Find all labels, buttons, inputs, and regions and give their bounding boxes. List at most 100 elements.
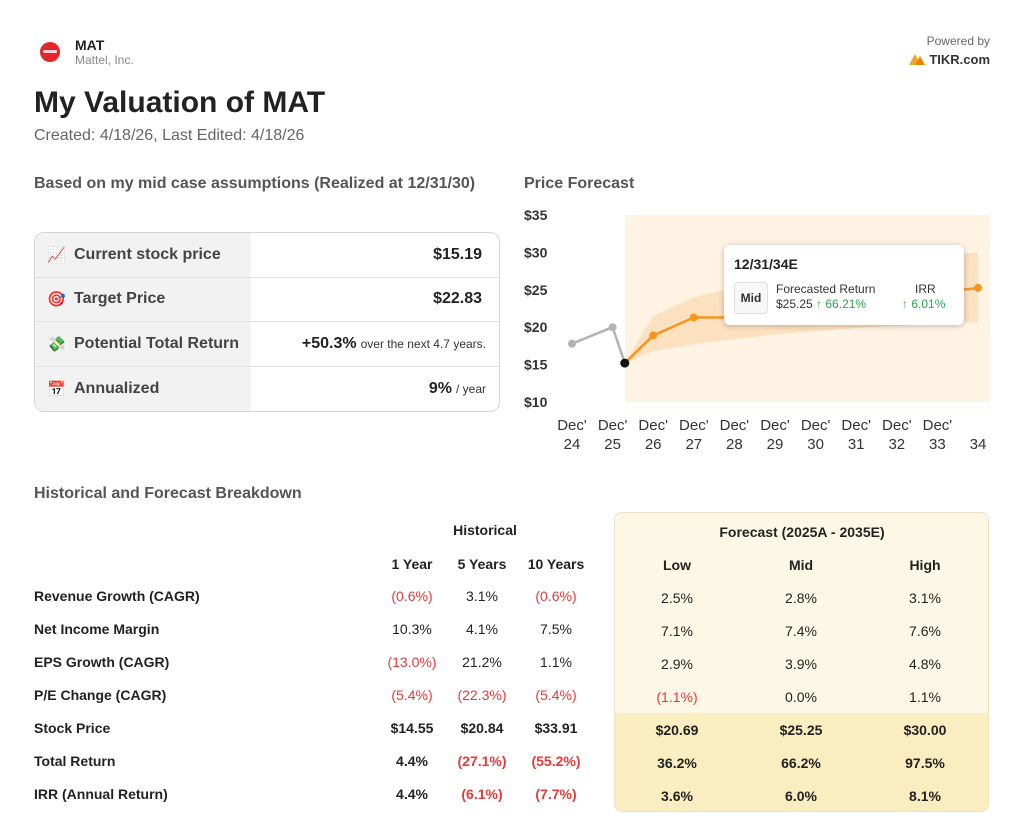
summary-row-label: 📈 Current stock price	[35, 233, 251, 277]
summary-table: 📈 Current stock price $15.19 🎯 Target Price $…	[34, 232, 500, 412]
x-tick-label-year: 34	[970, 436, 987, 453]
mattel-logo-icon	[40, 42, 60, 62]
summary-row: 📈 Current stock price $15.19	[35, 233, 499, 278]
summary-row-label: 🎯 Target Price	[35, 277, 251, 321]
forecast-cell: 2.8%	[785, 590, 817, 606]
breakdown-row-label: Revenue Growth (CAGR)	[34, 588, 200, 604]
x-tick-label-year: 33	[929, 436, 946, 453]
y-tick-label: $25	[524, 282, 548, 298]
tooltip-forecast-value: $25.25 ↑ 66.21%	[776, 297, 866, 311]
historical-cell: (7.7%)	[535, 786, 577, 802]
forecast-cell: $20.69	[655, 722, 699, 738]
forecast-cell: 2.9%	[661, 656, 693, 672]
chart-up-icon: 📈	[47, 246, 66, 264]
summary-label-text: Annualized	[74, 379, 160, 397]
hist-col-header: 10 Years	[527, 556, 585, 572]
summary-value-text: +50.3%	[301, 334, 357, 352]
historical-cell: (22.3%)	[457, 687, 507, 703]
price-forecast-chart[interactable]: $35 $30 $25 $20 $15 $10 Dec' 24 Dec' 25 Dec' 26 Dec'…	[520, 200, 990, 460]
forecast-cell: 8.1%	[909, 788, 941, 804]
historical-cell: $14.55	[390, 720, 434, 736]
historical-cell: (5.4%)	[535, 687, 577, 703]
summary-label-text: Potential Total Return	[74, 334, 240, 352]
forecast-cell: 66.2%	[781, 755, 821, 771]
tikr-brand-link[interactable]: TIKR.com	[909, 52, 990, 67]
summary-heading: Based on my mid case assumptions (Realiz…	[34, 175, 476, 192]
calendar-icon: 📅	[47, 380, 66, 398]
forecast-header: Forecast (2025A - 2035E)	[719, 524, 885, 540]
forecast-cell: (1.1%)	[656, 689, 698, 705]
forecast-cell: 1.1%	[909, 689, 941, 705]
historical-cell: (13.0%)	[387, 654, 437, 670]
x-tick-label-month: Dec'	[598, 417, 628, 434]
breakdown-row-label: IRR (Annual Return)	[34, 786, 168, 802]
summary-row-value: 9% / year	[251, 367, 499, 412]
price-forecast-heading: Price Forecast	[524, 175, 635, 192]
historical-cell: 4.4%	[396, 753, 428, 769]
y-tick-label: $15	[524, 357, 548, 373]
historical-header: Historical	[453, 522, 517, 538]
x-tick-label-year: 32	[888, 436, 905, 453]
historical-cell: 7.5%	[540, 621, 572, 637]
historical-cell: $20.84	[460, 720, 504, 736]
tooltip-forecast-price: $25.25	[776, 297, 813, 311]
x-tick-label-month: Dec'	[638, 417, 668, 434]
header: MAT Mattel, Inc. Powered by TIKR.com	[34, 34, 990, 74]
forecast-cell: 7.4%	[785, 623, 817, 639]
historical-point	[608, 323, 617, 332]
historical-cell: (55.2%)	[531, 753, 581, 769]
summary-label-text: Target Price	[74, 290, 166, 308]
x-tick-label-year: 31	[848, 436, 865, 453]
chart-tooltip: 12/31/34E Mid Forecasted Return $25.25 ↑…	[724, 245, 964, 325]
forecast-cell: $30.00	[903, 722, 947, 738]
summary-row-label: 💸 Potential Total Return	[35, 322, 251, 366]
breakdown-row-label: P/E Change (CAGR)	[34, 687, 167, 703]
x-tick-label-year: 24	[564, 436, 581, 453]
summary-value-text: $15.19	[433, 245, 482, 263]
x-tick-label-month: Dec'	[720, 417, 750, 434]
forecast-cell: 4.8%	[909, 656, 941, 672]
tooltip-case-badge: Mid	[734, 282, 768, 314]
forecast-cell: 3.1%	[909, 590, 941, 606]
x-tick-label-year: 30	[807, 436, 824, 453]
summary-label-text: Current stock price	[74, 245, 221, 263]
historical-cell: (6.1%)	[461, 786, 503, 802]
historical-cell: (27.1%)	[457, 753, 507, 769]
summary-value-suffix: over the next 4.7 years.	[360, 336, 486, 351]
created-edited-dates: Created: 4/18/26, Last Edited: 4/18/26	[34, 127, 305, 144]
forecast-col-header: High	[909, 557, 941, 573]
historical-cell: $33.91	[534, 720, 578, 736]
ticker: MAT	[75, 37, 105, 53]
forecast-panel	[614, 512, 989, 812]
y-tick-label: $10	[524, 394, 548, 410]
forecast-mid-point	[649, 331, 658, 340]
forecast-cell: 7.6%	[909, 623, 941, 639]
hist-col-header: 1 Year	[391, 556, 433, 572]
x-tick-label-month: Dec'	[923, 417, 953, 434]
hist-col-header: 5 Years	[457, 556, 507, 572]
x-tick-label-month: Dec'	[841, 417, 871, 434]
tikr-brand-text: TIKR.com	[929, 52, 990, 67]
x-tick-label-month: Dec'	[679, 417, 709, 434]
x-tick-label-month: Dec'	[760, 417, 790, 434]
forecast-cell: 36.2%	[657, 755, 697, 771]
forecast-cell: 3.6%	[661, 788, 693, 804]
x-tick-label-year: 27	[685, 436, 702, 453]
forecast-cell: $25.25	[779, 722, 823, 738]
x-tick-label-year: 26	[645, 436, 662, 453]
x-tick-label-month: Dec'	[882, 417, 912, 434]
x-tick-label-month: Dec'	[801, 417, 831, 434]
historical-line	[571, 325, 626, 364]
forecast-highlight-rows	[615, 713, 988, 811]
summary-row: 📅 Annualized 9% / year	[35, 366, 499, 412]
x-tick-label-month: Dec'	[557, 417, 587, 434]
breakdown-row-label: Net Income Margin	[34, 621, 160, 637]
summary-row: 💸 Potential Total Return +50.3% over the ne…	[35, 322, 499, 367]
forecast-mid-point	[689, 313, 698, 322]
summary-row: 🎯 Target Price $22.83	[35, 277, 499, 322]
summary-value-suffix: / year	[455, 381, 486, 396]
historical-point	[568, 339, 576, 348]
breakdown-row-label: EPS Growth (CAGR)	[34, 654, 170, 670]
tikr-logo-icon	[909, 54, 926, 65]
forecast-col-header: Low	[663, 557, 691, 573]
